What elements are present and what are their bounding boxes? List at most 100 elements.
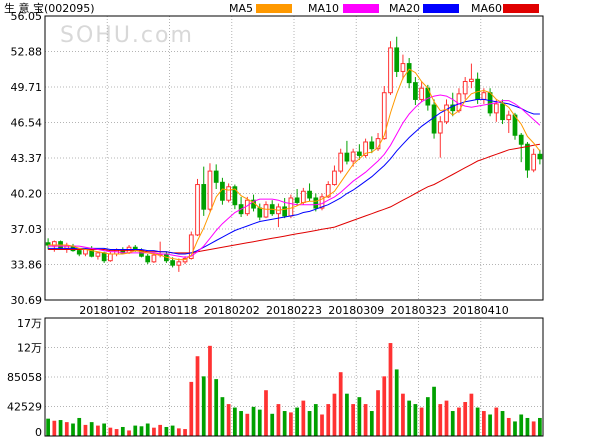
volume-bar: [83, 424, 88, 436]
legend-ma5-label: MA5: [229, 2, 253, 15]
volume-bar: [320, 414, 324, 436]
volume-bar: [338, 372, 343, 436]
volume-bar: [96, 425, 100, 436]
volume-bar: [538, 417, 542, 436]
candle-body: [282, 206, 288, 217]
volume-bar: [102, 423, 107, 436]
volume-bar: [326, 404, 331, 436]
price-tick-label: 40.20: [11, 188, 43, 201]
candle-body: [332, 170, 337, 186]
candle-body: [481, 92, 487, 100]
legend-ma60-swatch: [503, 4, 539, 13]
volume-bar: [245, 413, 250, 436]
price-tick-label: 43.37: [11, 152, 43, 165]
volume-bar: [189, 381, 194, 436]
volume-bar: [208, 345, 212, 436]
volume-bar: [419, 407, 424, 436]
volume-bar: [481, 411, 486, 436]
volume-bar: [276, 404, 281, 436]
candle-body: [419, 87, 424, 100]
price-frame: [44, 15, 544, 301]
volume-bar: [531, 421, 536, 436]
volume-bar: [488, 414, 492, 436]
volume-bar: [307, 411, 312, 436]
volume-grid: [45, 317, 543, 437]
candle-body: [394, 47, 400, 72]
candle-body: [500, 103, 505, 121]
candle-body: [475, 78, 481, 100]
legend-ma60-label: MA60: [471, 2, 502, 15]
candle-body: [182, 257, 188, 263]
volume-bar: [357, 397, 362, 436]
candle-body: [307, 190, 312, 199]
candle-body: [469, 78, 474, 83]
ma20-line: [48, 98, 540, 255]
volume-bar: [332, 393, 337, 436]
volume-frame: [44, 317, 544, 437]
volume-bar: [46, 418, 50, 436]
candle-body: [325, 184, 331, 198]
legend: MA5 MA10 MA20 MA60: [229, 2, 539, 15]
volume-bar: [127, 430, 131, 436]
volume-bar: [145, 423, 150, 436]
volume-bar: [388, 343, 393, 436]
candle-body: [462, 81, 468, 95]
volume-bar: [295, 407, 299, 436]
volume-bar: [232, 407, 237, 436]
candle-body: [413, 82, 418, 100]
volume-bar: [457, 407, 461, 436]
volume-bar: [500, 411, 505, 436]
volume-panel: 17万 12万 85058 42529 0: [7, 317, 544, 439]
candle-body: [444, 104, 449, 123]
volume-bar: [239, 411, 243, 436]
candle-body: [101, 252, 107, 262]
volume-bar: [120, 426, 125, 436]
volume-bar: [201, 376, 206, 436]
volume-bar: [513, 421, 517, 436]
volume-bar: [525, 417, 530, 436]
candle-body: [512, 114, 518, 136]
volume-bar: [382, 376, 387, 436]
watermark-text: SOHU.com: [60, 23, 194, 48]
volume-bar: [77, 417, 82, 436]
candle-body: [493, 103, 499, 114]
candle-body: [76, 250, 82, 255]
volume-bar: [214, 379, 219, 436]
legend-ma10: MA10: [308, 2, 379, 15]
volume-bar: [251, 406, 256, 436]
volume-bar: [71, 423, 75, 436]
ma5-line: [48, 68, 541, 261]
candle-body: [188, 234, 194, 259]
volume-bar: [158, 424, 163, 436]
volume-bar: [301, 400, 306, 436]
volume-tick-label: 42529: [7, 401, 42, 414]
legend-ma10-swatch: [343, 4, 379, 13]
candle-body: [288, 197, 294, 217]
volume-tick-label: 12万: [17, 342, 42, 355]
date-axis: 20180102 20180118 20180202 20180223 20180309…: [79, 304, 509, 317]
volume-bar: [133, 425, 138, 436]
candle-body: [232, 186, 238, 206]
volume-bar: [282, 411, 287, 436]
legend-ma20: MA20: [389, 2, 459, 15]
volume-tick-label: 17万: [17, 317, 42, 330]
candle-body: [300, 190, 306, 203]
price-tick-label: 37.03: [11, 223, 43, 236]
legend-ma20-swatch: [423, 4, 459, 13]
volume-bar: [226, 404, 231, 436]
candle-body: [107, 253, 113, 262]
chart-header: 生 意 宝 (002095): [4, 1, 95, 15]
candle-body: [313, 197, 319, 209]
volume-bar: [475, 407, 480, 436]
volume-bar: [376, 390, 380, 436]
candle-body: [145, 255, 151, 263]
volume-bar: [183, 429, 187, 436]
candle-body: [388, 47, 393, 94]
volume-tick-label: 0: [35, 426, 42, 439]
volume-bar: [413, 404, 418, 436]
watermark: SOHU.com: [60, 23, 194, 48]
candle-body: [381, 92, 387, 140]
candle-body: [257, 207, 263, 218]
volume-bar: [270, 413, 275, 436]
